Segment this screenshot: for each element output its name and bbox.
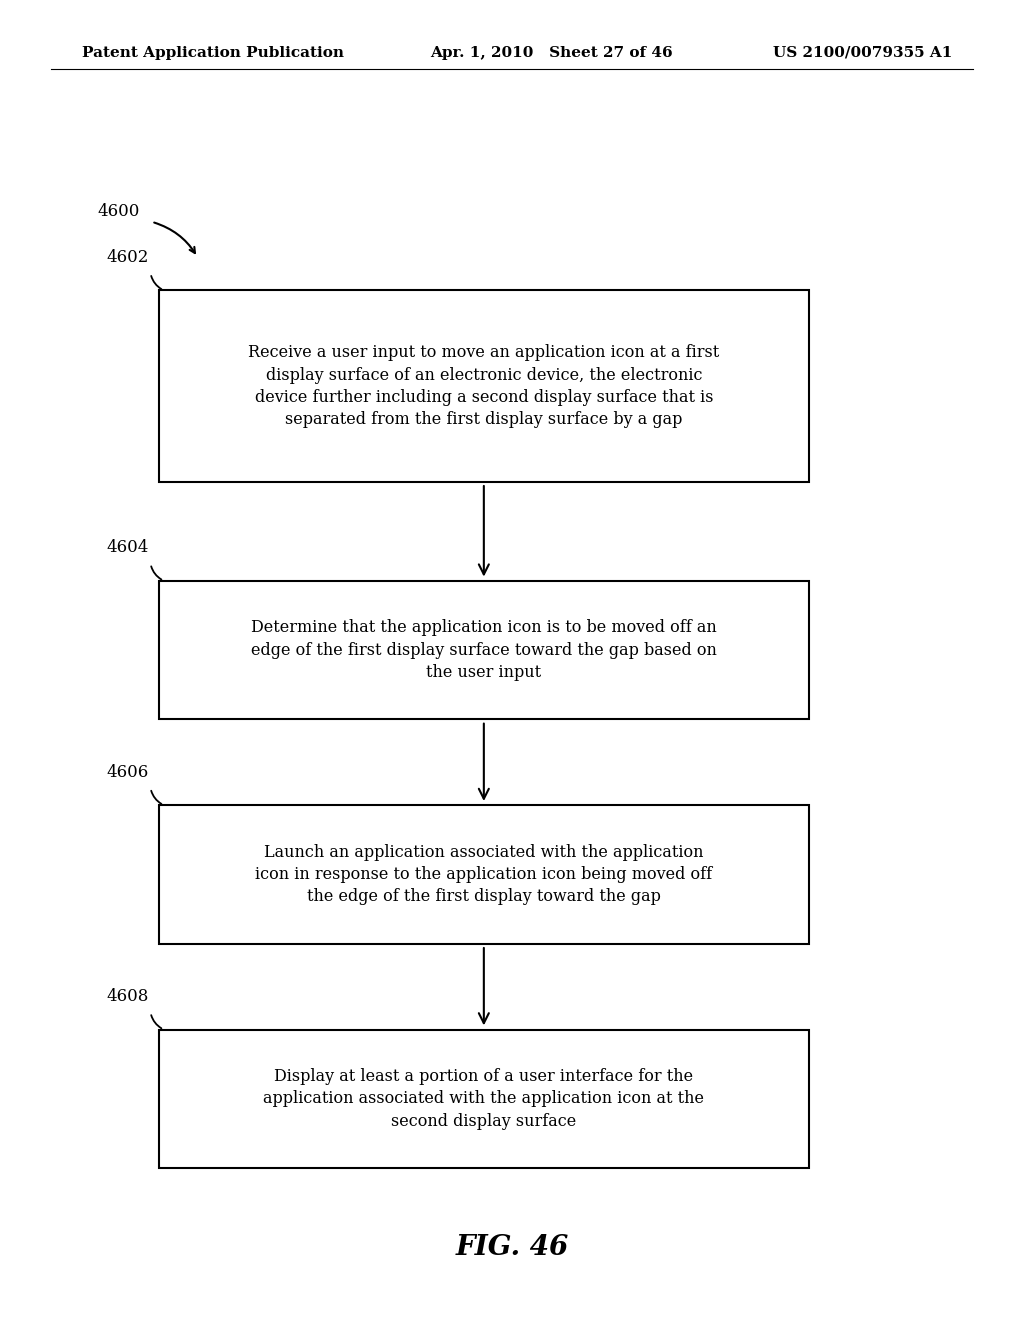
Text: 4608: 4608 bbox=[106, 989, 148, 1005]
Bar bbox=[159, 581, 809, 719]
Text: Apr. 1, 2010   Sheet 27 of 46: Apr. 1, 2010 Sheet 27 of 46 bbox=[430, 46, 673, 59]
Text: Display at least a portion of a user interface for the
application associated wi: Display at least a portion of a user int… bbox=[263, 1068, 705, 1130]
Text: 4602: 4602 bbox=[106, 249, 148, 265]
Text: 4606: 4606 bbox=[106, 764, 148, 780]
Text: Receive a user input to move an application icon at a first
display surface of a: Receive a user input to move an applicat… bbox=[248, 345, 720, 428]
Text: Determine that the application icon is to be moved off an
edge of the first disp: Determine that the application icon is t… bbox=[251, 619, 717, 681]
Bar bbox=[159, 290, 809, 482]
Text: 4604: 4604 bbox=[106, 540, 148, 556]
Bar bbox=[159, 1030, 809, 1168]
Text: Patent Application Publication: Patent Application Publication bbox=[82, 46, 344, 59]
Text: US 2100/0079355 A1: US 2100/0079355 A1 bbox=[773, 46, 952, 59]
Text: FIG. 46: FIG. 46 bbox=[456, 1234, 568, 1261]
Bar bbox=[159, 805, 809, 944]
Text: Launch an application associated with the application
icon in response to the ap: Launch an application associated with th… bbox=[255, 843, 713, 906]
Text: 4600: 4600 bbox=[97, 203, 139, 219]
